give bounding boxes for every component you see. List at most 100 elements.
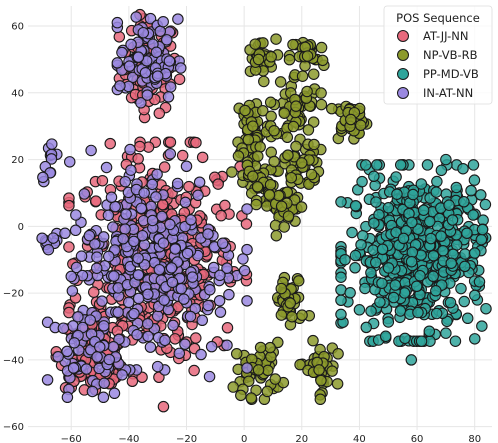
scatter-point: [425, 232, 437, 245]
scatter-point: [315, 98, 328, 111]
scatter-point: [102, 250, 115, 263]
scatter-point: [302, 124, 315, 136]
scatter-point: [455, 282, 467, 295]
scatter-point: [119, 175, 131, 188]
scatter-point: [202, 228, 214, 240]
scatter-point: [141, 318, 154, 330]
scatter-point: [150, 46, 163, 59]
scatter-point: [132, 252, 144, 265]
scatter-point: [232, 150, 245, 162]
scatter-point: [475, 189, 487, 201]
scatter-point: [430, 285, 442, 297]
scatter-point: [335, 294, 347, 307]
scatter-point: [239, 104, 251, 117]
scatter-point: [287, 120, 300, 133]
scatter-point: [150, 191, 162, 203]
scatter-point: [287, 38, 299, 51]
scatter-point: [382, 262, 395, 274]
scatter-point: [128, 307, 140, 320]
y-tick-label: −40: [3, 355, 24, 366]
scatter-point: [164, 81, 177, 93]
scatter-point: [257, 105, 269, 117]
x-tick-label: 60: [411, 434, 424, 443]
scatter-point: [192, 189, 204, 202]
scatter-point: [265, 110, 277, 123]
x-tick-label: 20: [295, 434, 308, 443]
scatter-point: [307, 68, 320, 80]
scatter-point: [153, 107, 166, 120]
scatter-point: [294, 358, 306, 371]
scatter-point: [467, 209, 479, 221]
scatter-point: [61, 345, 73, 358]
scatter-point: [203, 370, 216, 383]
scatter-point: [387, 291, 400, 304]
scatter-point: [241, 203, 253, 215]
data-points: [36, 8, 492, 413]
scatter-point: [215, 209, 227, 222]
scatter-point: [430, 307, 443, 320]
scatter-point: [391, 188, 403, 200]
scatter-point: [450, 239, 463, 251]
scatter-point: [382, 316, 395, 328]
scatter-point: [221, 322, 234, 334]
scatter-point: [242, 133, 255, 146]
scatter-point: [59, 227, 71, 240]
scatter-point: [459, 260, 471, 273]
scatter-point: [457, 162, 469, 175]
scatter-point: [226, 166, 238, 178]
scatter-point: [437, 245, 449, 257]
scatter-point: [315, 374, 327, 387]
scatter-point: [90, 262, 103, 274]
scatter-point: [132, 51, 145, 63]
legend-label: IN-AT-NN: [423, 86, 473, 100]
scatter-point: [108, 270, 120, 282]
scatter-point: [164, 148, 177, 160]
scatter-point: [70, 209, 82, 221]
scatter-point: [75, 250, 88, 262]
scatter-point: [264, 178, 277, 191]
x-tick-label: −60: [61, 434, 82, 443]
series-in-at-nn: [36, 11, 253, 404]
scatter-point: [136, 229, 149, 242]
scatter-point: [270, 33, 282, 45]
scatter-point: [480, 302, 492, 315]
scatter-point: [144, 12, 157, 25]
scatter-point: [459, 248, 471, 260]
scatter-point: [339, 253, 351, 266]
scatter-point: [315, 87, 327, 99]
scatter-point: [344, 287, 356, 299]
legend-label: PP-MD-VB: [423, 67, 479, 81]
scatter-point: [214, 306, 227, 318]
scatter-point: [119, 223, 131, 235]
scatter-point: [421, 159, 434, 171]
scatter-point: [138, 187, 150, 199]
scatter-point: [368, 170, 380, 183]
scatter-point: [45, 153, 58, 165]
scatter-point: [274, 76, 287, 88]
scatter-point: [151, 310, 164, 322]
scatter-point: [254, 341, 267, 354]
scatter-point: [157, 237, 170, 249]
scatter-point: [430, 186, 443, 198]
scatter-point: [473, 276, 486, 288]
scatter-point: [349, 200, 362, 212]
scatter-point: [376, 243, 389, 256]
scatter-point: [130, 11, 142, 23]
scatter-point: [216, 237, 229, 250]
legend-marker: [397, 49, 409, 61]
scatter-point: [295, 201, 308, 213]
scatter-point: [116, 46, 128, 59]
scatter-point: [144, 341, 157, 353]
scatter-point: [107, 340, 120, 353]
scatter-point: [91, 351, 103, 363]
scatter-point: [126, 375, 139, 388]
scatter-point: [465, 184, 477, 197]
scatter-point: [158, 294, 170, 306]
scatter-point: [169, 243, 182, 255]
scatter-point: [469, 289, 481, 302]
scatter-point: [52, 350, 64, 363]
scatter-point: [57, 322, 70, 334]
scatter-point: [113, 31, 126, 43]
scatter-point: [301, 50, 314, 62]
scatter-point: [221, 339, 233, 351]
